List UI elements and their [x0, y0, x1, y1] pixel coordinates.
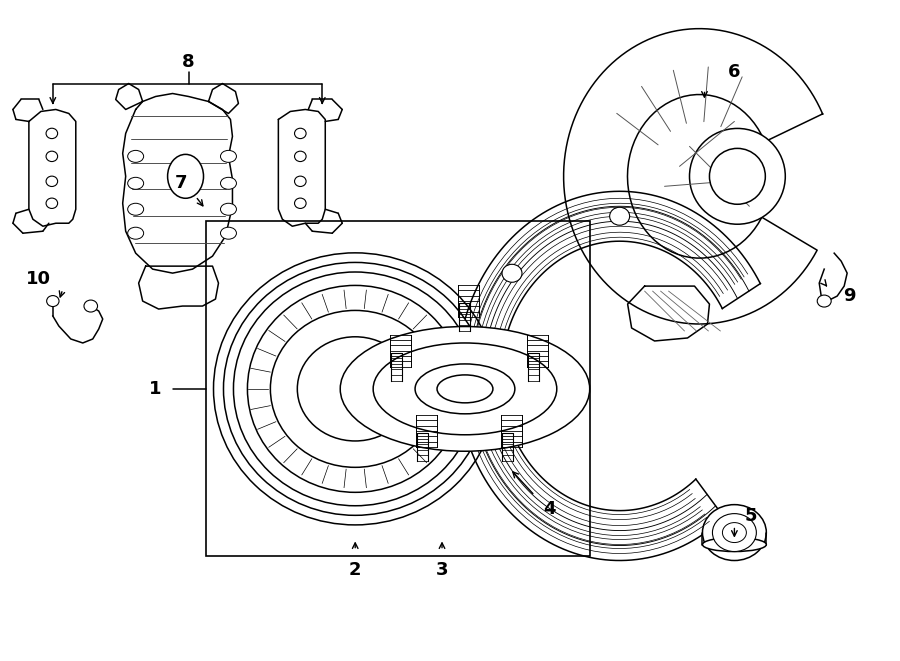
Ellipse shape — [128, 177, 144, 189]
Ellipse shape — [233, 272, 477, 506]
Ellipse shape — [817, 295, 832, 307]
Ellipse shape — [723, 523, 746, 543]
Text: 8: 8 — [182, 53, 195, 71]
Ellipse shape — [689, 128, 786, 224]
Ellipse shape — [294, 128, 306, 139]
Text: 6: 6 — [728, 63, 741, 81]
Text: 1: 1 — [149, 380, 162, 398]
Text: 9: 9 — [843, 287, 855, 305]
Ellipse shape — [167, 155, 203, 198]
Text: 4: 4 — [544, 500, 556, 518]
Text: 2: 2 — [349, 561, 362, 580]
Ellipse shape — [128, 151, 144, 163]
Ellipse shape — [294, 151, 306, 161]
Ellipse shape — [46, 128, 58, 139]
Ellipse shape — [223, 262, 487, 516]
Ellipse shape — [609, 208, 630, 225]
Ellipse shape — [502, 264, 522, 282]
Ellipse shape — [213, 253, 497, 525]
Ellipse shape — [437, 375, 493, 403]
Text: 10: 10 — [26, 270, 51, 288]
Ellipse shape — [713, 514, 756, 551]
Ellipse shape — [220, 177, 237, 189]
Ellipse shape — [46, 151, 58, 161]
Text: 3: 3 — [436, 561, 448, 580]
Ellipse shape — [294, 176, 306, 186]
Ellipse shape — [220, 204, 237, 215]
Ellipse shape — [297, 337, 413, 441]
Ellipse shape — [248, 286, 463, 492]
Bar — [205, 221, 590, 555]
Ellipse shape — [415, 364, 515, 414]
Ellipse shape — [294, 198, 306, 208]
Text: 7: 7 — [175, 175, 187, 192]
Ellipse shape — [474, 408, 494, 426]
Ellipse shape — [703, 537, 766, 551]
Ellipse shape — [374, 343, 557, 435]
Ellipse shape — [46, 176, 58, 186]
Ellipse shape — [703, 504, 766, 561]
Ellipse shape — [128, 227, 144, 239]
Ellipse shape — [220, 227, 237, 239]
Ellipse shape — [128, 204, 144, 215]
Ellipse shape — [709, 148, 765, 204]
Ellipse shape — [47, 295, 59, 307]
Text: 5: 5 — [745, 506, 758, 525]
Ellipse shape — [340, 327, 590, 451]
Ellipse shape — [270, 311, 440, 467]
Ellipse shape — [84, 300, 97, 312]
Ellipse shape — [46, 198, 58, 208]
Ellipse shape — [220, 151, 237, 163]
